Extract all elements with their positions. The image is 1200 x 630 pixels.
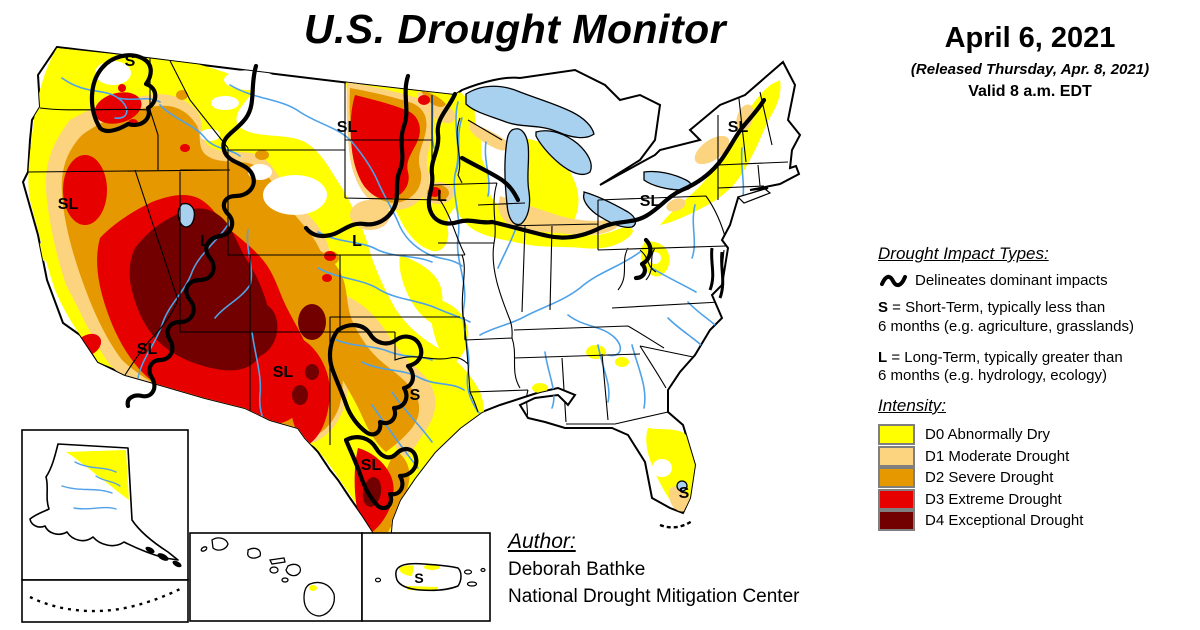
legend-row-d4: D4 Exceptional Drought (878, 510, 1198, 532)
lanai (269, 566, 279, 574)
molokai (269, 557, 286, 565)
vieques-island (466, 581, 478, 587)
d4-label: D4 Exceptional Drought (925, 512, 1084, 530)
long-term-code: L (878, 348, 888, 366)
lake-erie (582, 191, 637, 228)
kauai (211, 537, 229, 551)
impact-label-sl-3: SL (639, 193, 661, 210)
hawaii-inset (189, 532, 363, 622)
d0-color-swatch (878, 424, 915, 446)
valid-time: Valid 8 a.m. EDT (968, 83, 1092, 100)
date-block: April 6, 2021 (Released Thursday, Apr. 8… (862, 22, 1198, 101)
chesapeake-bay (708, 247, 725, 299)
d0-label: D0 Abnormally Dry (925, 426, 1051, 444)
author-name: Deborah Bathke (508, 559, 646, 580)
intensity-heading: Intensity: (878, 396, 947, 415)
short-term-text: = Short-Term, typically less than (888, 299, 1106, 316)
impact-label-s-10: S (409, 387, 421, 404)
long-island (736, 188, 772, 204)
impact-label-sl-9: SL (272, 364, 294, 381)
long-term-text: = Long-Term, typically greater than (887, 348, 1123, 366)
d2-color-swatch (878, 467, 915, 489)
alaska-inset (21, 429, 189, 623)
impact-label-s-12: S (678, 485, 690, 502)
impact-label-sl-8: SL (136, 341, 158, 358)
legend-row-d1: D1 Moderate Drought (878, 445, 1198, 468)
impact-types-heading: Drought Impact Types: (878, 244, 1049, 263)
clear-patches (95, 61, 672, 477)
kahoolawe (281, 577, 289, 583)
impact-label-s-0: S (124, 53, 136, 70)
lake-okeechobee (676, 480, 688, 492)
impact-label-l-7: L (352, 233, 362, 250)
niihau (200, 546, 208, 552)
squiggle-line-icon (880, 274, 907, 287)
legend-row-d0: D0 Abnormally Dry (878, 424, 1198, 446)
short-term-definition: S = Short-Term, typically less than 6 mo… (878, 299, 1198, 337)
lake-huron (535, 130, 592, 176)
legend-row-d3: D3 Extreme Drought (878, 488, 1198, 511)
impact-label-sl-5: SL (57, 196, 79, 213)
puerto-rico-inset (361, 532, 491, 622)
culebra-island (463, 569, 473, 575)
map-date: April 6, 2021 (944, 22, 1116, 54)
lake-michigan (504, 128, 531, 226)
oahu (247, 547, 262, 559)
impact-label-l-2: L (437, 188, 447, 205)
author-org: National Drought Mitigation Center (508, 586, 800, 607)
great-lakes (177, 85, 692, 492)
d1-color-swatch (878, 445, 915, 467)
delineates-label: Delineates dominant impacts (915, 272, 1108, 289)
maui (285, 563, 302, 577)
florida-keys (659, 519, 693, 529)
d4-layer (129, 208, 382, 507)
great-salt-lake (177, 202, 196, 228)
impact-label-sl-1: SL (336, 119, 358, 136)
d2-label: D2 Severe Drought (925, 469, 1054, 487)
coastal-details (659, 188, 772, 529)
release-date: (Released Thursday, Apr. 8, 2021) (910, 61, 1150, 78)
long-term-text2: 6 months (e.g. hydrology, ecology) (878, 367, 1108, 385)
impact-delineation-lines (89, 53, 767, 511)
mona-island (374, 577, 382, 583)
aleutian-islands (29, 587, 181, 613)
short-term-code: S (878, 299, 889, 316)
page-title: U.S. Drought Monitor (303, 6, 727, 52)
author-heading: Author: (508, 530, 576, 553)
lake-superior (465, 85, 595, 139)
impact-label-s-13: S (414, 570, 424, 586)
impact-label-sl-11: SL (360, 457, 382, 474)
short-term-text2: 6 months (e.g. agriculture, grasslands) (878, 317, 1134, 335)
impact-label-sl-4: SL (727, 119, 749, 136)
impact-types-panel: Drought Impact Types: Delineates dominan… (878, 244, 1198, 398)
legend-row-d2: D2 Severe Drought (878, 467, 1198, 489)
intensity-legend: Intensity: D0 Abnormally Dry D1 Moderate … (878, 396, 1198, 532)
long-term-definition: L = Long-Term, typically greater than 6 … (878, 349, 1198, 387)
puerto-rico-outline (395, 562, 462, 592)
d3-color-swatch (878, 488, 915, 510)
author-block: Author: Deborah Bathke National Drought … (508, 530, 800, 608)
d3-label: D3 Extreme Drought (925, 490, 1062, 508)
impact-label-l-6: L (200, 233, 210, 250)
big-island (303, 581, 336, 617)
intensity-rows: D0 Abnormally Dry D1 Moderate Drought D2 S… (878, 424, 1198, 532)
d4-color-swatch (878, 510, 915, 532)
d1-label: D1 Moderate Drought (925, 447, 1070, 465)
